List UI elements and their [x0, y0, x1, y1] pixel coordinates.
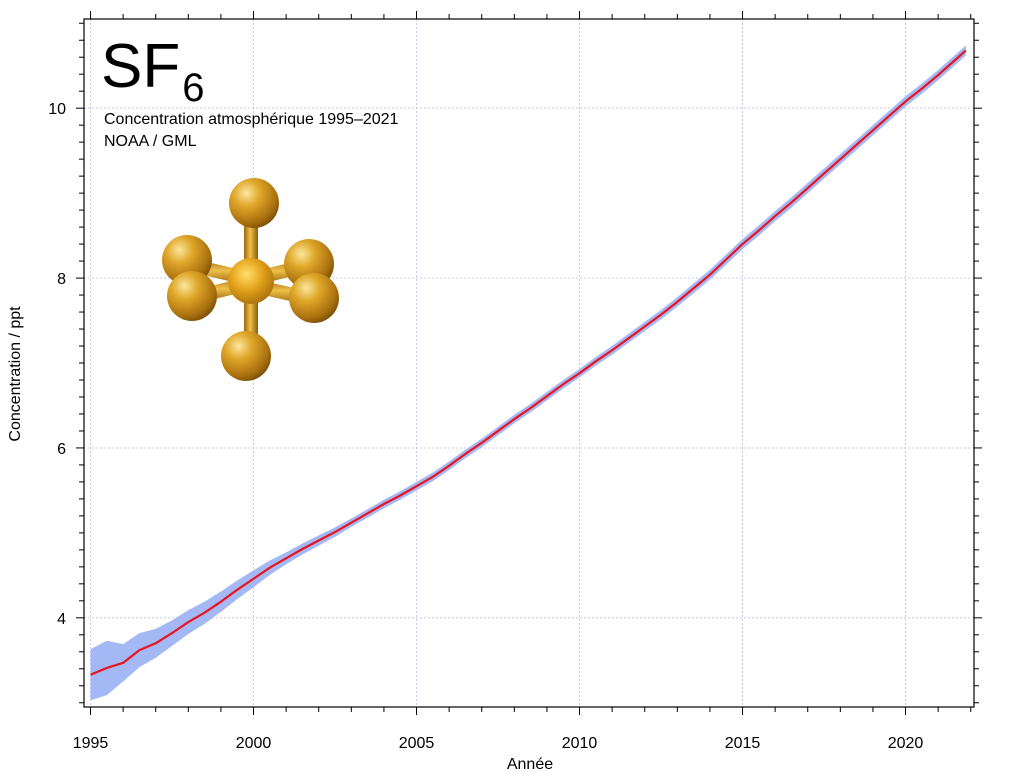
uncertainty-band [90, 45, 966, 701]
fluorine-atom-bottom [221, 331, 271, 381]
x-tick-label: 2010 [562, 735, 598, 752]
y-tick-label: 4 [57, 611, 66, 628]
x-axis-tick-labels: 1995 2000 2005 2010 2015 2020 [73, 735, 924, 752]
fluorine-atom-lower-left [167, 271, 217, 321]
x-tick-label: 2015 [725, 735, 761, 752]
chart-title: SF6 [101, 32, 204, 110]
x-axis-ticks [90, 11, 972, 715]
concentration-line [90, 49, 967, 676]
x-tick-label: 2020 [888, 735, 924, 752]
x-axis-title: Année [507, 756, 553, 773]
y-axis-ticks [76, 22, 982, 704]
y-tick-label: 8 [57, 271, 66, 288]
x-tick-label: 1995 [73, 735, 109, 752]
y-tick-label: 6 [57, 441, 66, 458]
chart-title-subscript: 6 [182, 66, 204, 110]
fluorine-atom-top [229, 178, 279, 228]
x-tick-label: 2005 [399, 735, 435, 752]
sf6-molecule-illustration [162, 178, 339, 381]
chart-subtitle: Concentration atmosphérique 1995–2021 [104, 111, 399, 128]
y-tick-label: 10 [48, 101, 66, 118]
y-axis-title: Concentration / ppt [7, 306, 24, 442]
sulfur-atom-center [228, 258, 274, 304]
chart-source: NOAA / GML [104, 133, 197, 150]
x-tick-label: 2000 [236, 735, 272, 752]
fluorine-atom-lower-right [289, 273, 339, 323]
y-axis-tick-labels: 4 6 8 10 [48, 101, 66, 628]
